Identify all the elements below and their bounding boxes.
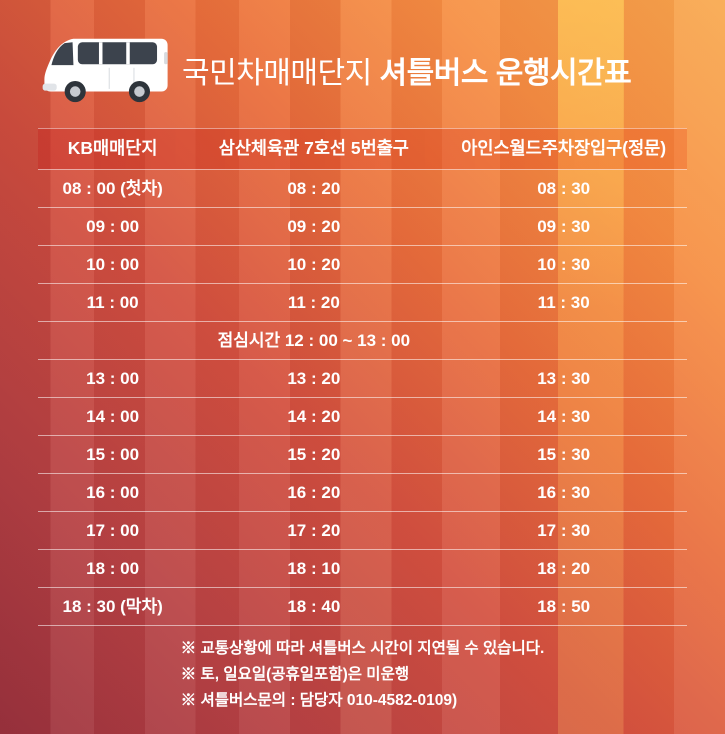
time-cell: 09 : 00 bbox=[86, 217, 140, 236]
time-cell: 08 : 20 bbox=[287, 179, 341, 198]
table-row: 09 : 00 09 : 20 09 : 30 bbox=[38, 208, 687, 246]
footer-notes: ※ 교통상황에 따라 셔틀버스 시간이 지연될 수 있습니다. ※ 토, 일요일… bbox=[181, 636, 545, 714]
lunch-break-row: 점심시간 12 : 00 ~ 13 : 00 bbox=[38, 322, 687, 360]
table-header-row: KB매매단지 삼산체육관 7호선 5번출구 아인스월드주차장입구(정문) bbox=[38, 128, 687, 170]
time-cell: 15 : 30 bbox=[537, 445, 591, 464]
table-row: 16 : 00 16 : 20 16 : 30 bbox=[38, 474, 687, 512]
time-cell: 11 : 00 bbox=[86, 293, 139, 312]
table-row: 13 : 00 13 : 20 13 : 30 bbox=[38, 360, 687, 398]
table-row: 18 : 00 18 : 10 18 : 20 bbox=[38, 550, 687, 588]
time-cell: 18 : 10 bbox=[287, 559, 341, 578]
time-cell: 16 : 00 bbox=[86, 483, 140, 502]
note-delay: ※ 교통상황에 따라 셔틀버스 시간이 지연될 수 있습니다. bbox=[180, 640, 545, 657]
time-cell: 14 : 20 bbox=[287, 407, 341, 426]
lunch-notice: 점심시간 12 : 00 ~ 13 : 00 bbox=[217, 331, 411, 350]
time-cell: 09 : 20 bbox=[287, 217, 341, 236]
time-cell: 14 : 00 bbox=[86, 407, 140, 426]
time-cell: 10 : 20 bbox=[287, 255, 341, 274]
table-row: 08 : 00 (첫차) 08 : 20 08 : 30 bbox=[38, 170, 687, 208]
time-cell: 17 : 00 bbox=[86, 521, 140, 540]
time-cell: 18 : 00 bbox=[86, 559, 140, 578]
time-cell: 18 : 30 (막차) bbox=[62, 597, 163, 616]
shuttle-timetable: KB매매단지 삼산체육관 7호선 5번출구 아인스월드주차장입구(정문) 08 … bbox=[38, 128, 687, 626]
time-cell: 18 : 20 bbox=[537, 559, 591, 578]
shuttle-van-icon bbox=[42, 38, 168, 103]
table-row: 18 : 30 (막차) 18 : 40 18 : 50 bbox=[38, 588, 687, 626]
time-cell: 17 : 20 bbox=[287, 521, 341, 540]
table-row: 15 : 00 15 : 20 15 : 30 bbox=[38, 436, 687, 474]
time-cell: 10 : 00 bbox=[86, 255, 140, 274]
time-cell: 13 : 20 bbox=[287, 369, 341, 388]
time-cell: 13 : 00 bbox=[86, 369, 140, 388]
time-cell: 16 : 20 bbox=[287, 483, 341, 502]
time-cell: 18 : 40 bbox=[287, 597, 341, 616]
poster-header: 국민차매매단지 셔틀버스 운행시간표 bbox=[40, 28, 687, 112]
time-cell: 13 : 30 bbox=[537, 369, 591, 388]
time-cell: 18 : 50 bbox=[537, 597, 591, 616]
header-cell-aiinsworld-parking: 아인스월드주차장입구(정문) bbox=[461, 138, 667, 159]
header-cell-kb-complex: KB매매단지 bbox=[67, 138, 158, 159]
note-contact: ※ 셔틀버스문의 : 담당자 010-4582-0109) bbox=[180, 692, 458, 709]
time-cell: 08 : 30 bbox=[537, 179, 591, 198]
table-row: 17 : 00 17 : 20 17 : 30 bbox=[38, 512, 687, 550]
time-cell: 10 : 30 bbox=[537, 255, 591, 274]
time-cell: 11 : 30 bbox=[537, 293, 590, 312]
time-cell: 17 : 30 bbox=[537, 521, 591, 540]
time-cell: 16 : 30 bbox=[537, 483, 591, 502]
table-row: 11 : 00 11 : 20 11 : 30 bbox=[38, 284, 687, 322]
table-row: 14 : 00 14 : 20 14 : 30 bbox=[38, 398, 687, 436]
title-emphasis: 셔틀버스 운행시간표 bbox=[379, 57, 632, 90]
note-no-service: ※ 토, 일요일(공휴일포함)은 미운행 bbox=[180, 666, 410, 683]
title-prefix: 국민차매매단지 bbox=[182, 57, 380, 90]
table-row: 10 : 00 10 : 20 10 : 30 bbox=[38, 246, 687, 284]
time-cell: 09 : 30 bbox=[537, 217, 591, 236]
time-cell: 14 : 30 bbox=[537, 407, 591, 426]
page-title: 국민차매매단지 셔틀버스 운행시간표 bbox=[182, 48, 632, 92]
time-cell: 15 : 20 bbox=[287, 445, 341, 464]
time-cell: 11 : 20 bbox=[287, 293, 340, 312]
time-cell: 15 : 00 bbox=[86, 445, 140, 464]
header-cell-samsan-gym: 삼산체육관 7호선 5번출구 bbox=[218, 138, 409, 159]
time-cell: 08 : 00 (첫차) bbox=[62, 179, 163, 198]
